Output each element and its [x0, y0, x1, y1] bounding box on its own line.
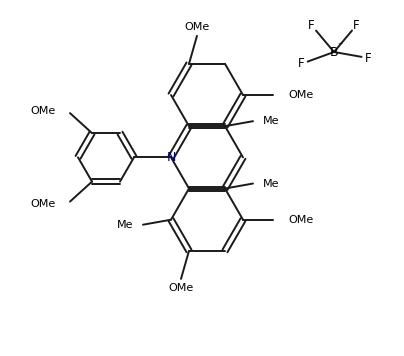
Text: Me: Me [263, 116, 280, 126]
Text: F: F [308, 19, 315, 32]
Text: Me: Me [116, 220, 133, 230]
Text: Me: Me [263, 178, 280, 189]
Text: OMe: OMe [184, 22, 210, 32]
Text: F: F [365, 52, 372, 64]
Text: OMe: OMe [31, 106, 56, 116]
Text: OMe: OMe [288, 90, 313, 100]
Text: OMe: OMe [168, 283, 194, 293]
Text: B: B [330, 46, 338, 58]
Text: F: F [353, 19, 360, 32]
Text: N: N [166, 151, 176, 164]
Text: F: F [298, 57, 305, 70]
Text: OMe: OMe [288, 215, 313, 225]
Text: ⁻: ⁻ [337, 41, 343, 51]
Text: OMe: OMe [31, 199, 56, 209]
